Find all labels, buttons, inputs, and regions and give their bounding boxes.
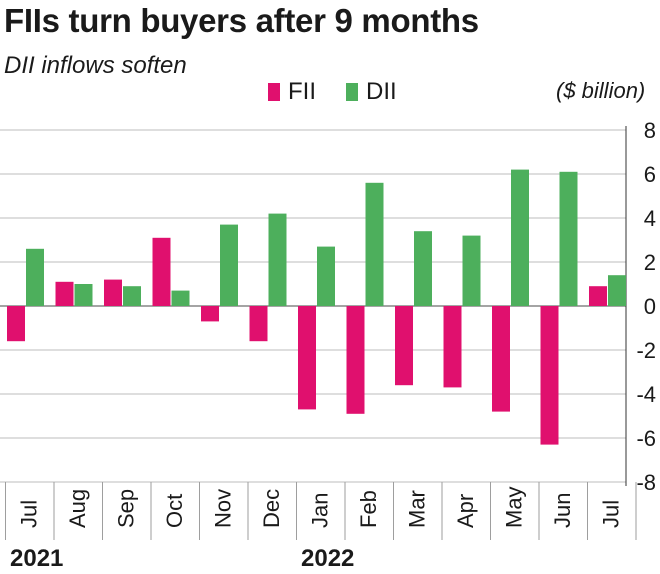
x-tick-label: Mar — [404, 490, 429, 528]
legend-label-dii: DII — [366, 78, 397, 105]
legend-swatch-fii — [268, 83, 280, 101]
bar-dii-jan — [317, 246, 335, 306]
bar-fii-sep — [104, 279, 122, 306]
bar-fii-mar — [395, 306, 413, 386]
x-tick-label: Jul — [598, 500, 623, 528]
y-tick-label: -6 — [636, 426, 656, 451]
chart-subtitle: DII inflows soften — [4, 52, 187, 79]
y-tick-label: 2 — [644, 250, 656, 275]
bar-dii-oct — [171, 290, 190, 306]
bar-dii-mar — [414, 231, 432, 306]
y-tick-label: -8 — [636, 470, 656, 495]
x-tick-label: Sep — [113, 489, 138, 528]
y-tick-label: 0 — [644, 294, 656, 319]
bar-dii-jun — [559, 171, 578, 306]
y-tick-label: 8 — [644, 118, 656, 143]
chart-title: FIIs turn buyers after 9 months — [4, 2, 479, 39]
bar-fii-jul — [589, 286, 607, 306]
bar-dii-nov — [220, 224, 238, 306]
bar-dii-apr — [462, 235, 481, 306]
bar-dii-sep — [123, 286, 141, 306]
bar-fii-jul — [7, 306, 25, 342]
bar-fii-nov — [201, 306, 219, 322]
bar-fii-jan — [298, 306, 316, 410]
y-tick-label: -2 — [636, 338, 656, 363]
legend-label-fii: FII — [288, 78, 316, 105]
bar-dii-jul — [608, 275, 626, 306]
bar-fii-may — [492, 306, 510, 412]
y-tick-label: 4 — [644, 206, 656, 231]
unit-label: ($ billion) — [556, 78, 646, 103]
bar-dii-may — [511, 169, 529, 306]
bar-fii-feb — [346, 306, 365, 414]
year-label: 2022 — [301, 545, 354, 572]
bar-fii-aug — [55, 281, 74, 306]
legend-swatch-dii — [346, 83, 358, 101]
bar-dii-feb — [365, 182, 384, 306]
x-tick-label: Aug — [65, 489, 90, 528]
legend-item-fii: FII — [268, 78, 316, 106]
bar-fii-apr — [443, 306, 462, 388]
x-tick-label: May — [501, 486, 526, 528]
x-tick-label: Feb — [356, 490, 381, 528]
x-tick-label: Jan — [307, 493, 332, 528]
x-tick-label: Nov — [210, 489, 235, 528]
x-tick-label: Oct — [162, 494, 187, 528]
x-tick-label: Dec — [259, 489, 284, 528]
y-tick-label: -4 — [636, 382, 656, 407]
x-tick-label: Jul — [16, 500, 41, 528]
bar-fii-dec — [249, 306, 268, 342]
bar-dii-aug — [74, 284, 93, 306]
y-tick-label: 6 — [644, 162, 656, 187]
legend-item-dii: DII — [346, 78, 397, 106]
x-tick-label: Apr — [453, 494, 478, 528]
bar-fii-jun — [540, 306, 559, 445]
bar-dii-dec — [268, 213, 287, 306]
year-label: 2021 — [10, 545, 63, 572]
bar-fii-oct — [152, 237, 171, 306]
bar-dii-jul — [26, 248, 44, 306]
x-tick-label: Jun — [550, 493, 575, 528]
